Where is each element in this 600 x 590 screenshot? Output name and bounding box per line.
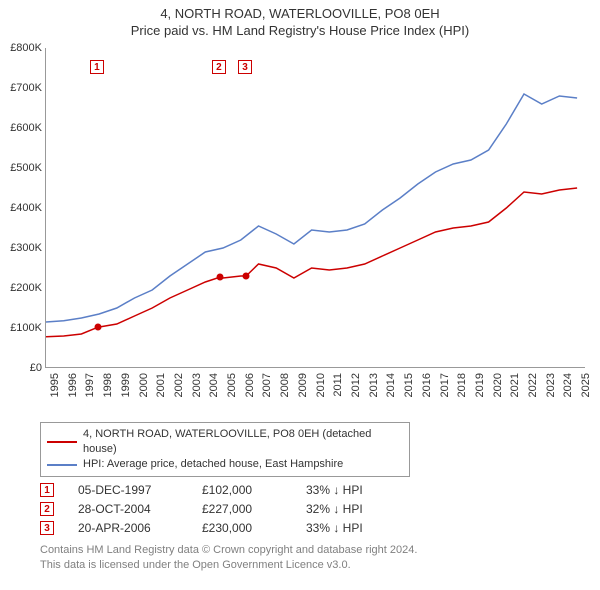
marker-point — [94, 324, 101, 331]
x-axis-tick: 2021 — [509, 373, 521, 397]
legend-item-subject: 4, NORTH ROAD, WATERLOOVILLE, PO8 0EH (d… — [47, 427, 403, 457]
y-axis-tick: £700K — [0, 82, 42, 94]
page-title-line2: Price paid vs. HM Land Registry's House … — [0, 23, 600, 38]
x-axis-tick: 2024 — [562, 373, 574, 397]
marker-label: 2 — [212, 60, 226, 74]
footer-line2: This data is licensed under the Open Gov… — [40, 558, 590, 573]
transactions-table: 1 05-DEC-1997 £102,000 33% ↓ HPI 2 28-OC… — [40, 483, 590, 535]
legend-item-hpi: HPI: Average price, detached house, East… — [47, 457, 403, 472]
y-axis-tick: £0 — [0, 362, 42, 374]
y-axis-tick: £300K — [0, 242, 42, 254]
x-axis-tick: 2011 — [332, 373, 344, 397]
y-axis-tick: £500K — [0, 162, 42, 174]
transaction-date: 05-DEC-1997 — [78, 483, 178, 497]
page-title-line1: 4, NORTH ROAD, WATERLOOVILLE, PO8 0EH — [0, 6, 600, 21]
x-axis-tick: 2003 — [191, 373, 203, 397]
marker-label: 1 — [90, 60, 104, 74]
data-license-footer: Contains HM Land Registry data © Crown c… — [40, 543, 590, 573]
x-axis-tick: 2019 — [474, 373, 486, 397]
footer-line1: Contains HM Land Registry data © Crown c… — [40, 543, 590, 558]
legend-label-subject: 4, NORTH ROAD, WATERLOOVILLE, PO8 0EH (d… — [83, 427, 403, 457]
marker-point — [216, 274, 223, 281]
x-axis-tick: 2001 — [155, 373, 167, 397]
x-axis-tick: 1995 — [49, 373, 61, 397]
x-axis-tick: 2009 — [297, 373, 309, 397]
x-axis-tick: 1997 — [84, 373, 96, 397]
x-axis-tick: 2005 — [226, 373, 238, 397]
x-axis-tick: 2002 — [173, 373, 185, 397]
x-axis-tick: 2018 — [456, 373, 468, 397]
transaction-price: £102,000 — [202, 483, 282, 497]
transaction-row: 2 28-OCT-2004 £227,000 32% ↓ HPI — [40, 502, 590, 516]
transaction-date: 20-APR-2006 — [78, 521, 178, 535]
x-axis-tick: 2007 — [261, 373, 273, 397]
x-axis-tick: 2006 — [244, 373, 256, 397]
x-axis-tick: 2004 — [208, 373, 220, 397]
x-axis-tick: 2017 — [439, 373, 451, 397]
x-axis-tick: 2013 — [368, 373, 380, 397]
transaction-diff: 33% ↓ HPI — [306, 483, 406, 497]
x-axis-tick: 1996 — [67, 373, 79, 397]
x-axis-tick: 2010 — [315, 373, 327, 397]
x-axis-tick: 2000 — [138, 373, 150, 397]
x-axis-tick: 1999 — [120, 373, 132, 397]
transaction-marker: 3 — [40, 521, 54, 535]
x-axis-tick: 2020 — [492, 373, 504, 397]
chart-lines — [46, 48, 586, 368]
y-axis-tick: £100K — [0, 322, 42, 334]
transaction-price: £230,000 — [202, 521, 282, 535]
chart-legend: 4, NORTH ROAD, WATERLOOVILLE, PO8 0EH (d… — [40, 422, 410, 477]
x-axis-tick: 2008 — [279, 373, 291, 397]
plot-area — [45, 48, 585, 368]
transaction-price: £227,000 — [202, 502, 282, 516]
marker-point — [243, 273, 250, 280]
x-axis-tick: 2014 — [385, 373, 397, 397]
series-line-hpi — [46, 94, 577, 322]
transaction-marker: 2 — [40, 502, 54, 516]
transaction-diff: 33% ↓ HPI — [306, 521, 406, 535]
transaction-diff: 32% ↓ HPI — [306, 502, 406, 516]
legend-label-hpi: HPI: Average price, detached house, East… — [83, 457, 343, 472]
x-axis-tick: 1998 — [102, 373, 114, 397]
y-axis-tick: £600K — [0, 122, 42, 134]
price-chart: £0 £100K £200K £300K £400K £500K £600K £700K £80… — [0, 38, 600, 418]
marker-label: 3 — [238, 60, 252, 74]
x-axis-tick: 2016 — [421, 373, 433, 397]
transaction-marker: 1 — [40, 483, 54, 497]
transaction-row: 1 05-DEC-1997 £102,000 33% ↓ HPI — [40, 483, 590, 497]
x-axis-tick: 2023 — [545, 373, 557, 397]
x-axis-tick: 2022 — [527, 373, 539, 397]
y-axis-tick: £800K — [0, 42, 42, 54]
transaction-row: 3 20-APR-2006 £230,000 33% ↓ HPI — [40, 521, 590, 535]
x-axis-tick: 2015 — [403, 373, 415, 397]
y-axis-tick: £400K — [0, 202, 42, 214]
x-axis-tick: 2012 — [350, 373, 362, 397]
transaction-date: 28-OCT-2004 — [78, 502, 178, 516]
legend-swatch-hpi — [47, 464, 77, 466]
x-axis-tick: 2025 — [580, 373, 592, 397]
y-axis-tick: £200K — [0, 282, 42, 294]
legend-swatch-subject — [47, 441, 77, 443]
series-line-subject — [46, 188, 577, 337]
